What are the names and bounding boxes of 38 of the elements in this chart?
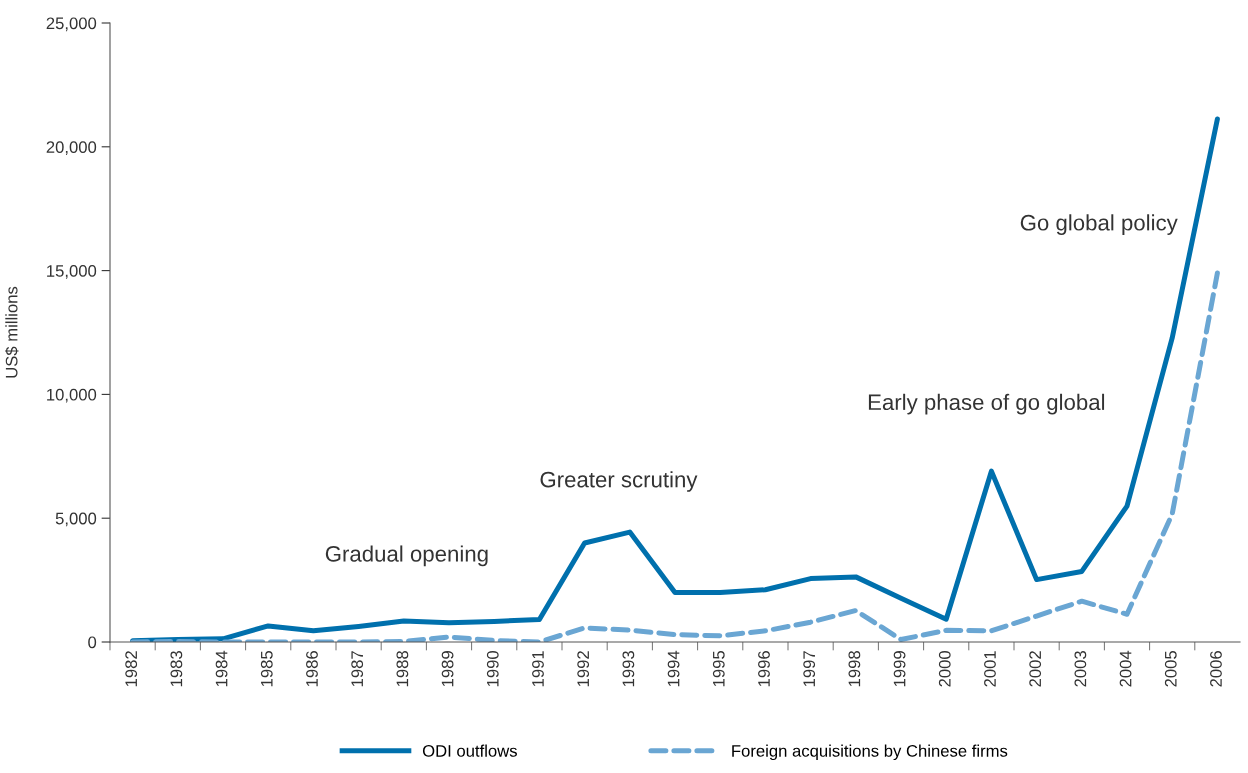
x-tick-label: 1983: [170, 651, 183, 687]
x-tick-label: 1982: [125, 651, 138, 687]
x-tick-label: 1996: [758, 651, 770, 687]
x-tick-label: 2006: [1210, 651, 1222, 687]
y-tick-label: 15,000: [47, 265, 97, 279]
x-tick-label: 1995: [712, 651, 725, 687]
x-tick-label: 2001: [984, 651, 996, 687]
legend-label: ODI outflows: [422, 744, 517, 757]
x-tick-label: 1985: [260, 651, 273, 687]
x-tick-label: 2002: [1029, 651, 1042, 687]
x-tick-label: 1997: [803, 651, 816, 687]
x-tick-label: 2004: [1119, 650, 1132, 687]
annotation: Go global policy: [1020, 214, 1178, 235]
annotation: Gradual opening: [325, 545, 488, 567]
y-tick-label: 5,000: [55, 512, 97, 527]
x-tick-label: 1991: [532, 651, 544, 687]
y-tick-label: 0: [88, 636, 97, 649]
x-tick-label: 1990: [486, 650, 499, 687]
x-tick-label: 1984: [215, 650, 228, 687]
annotation: Greater scrutiny: [540, 471, 698, 492]
y-axis-title: US$ millions: [5, 286, 19, 378]
x-tick-label: 2000: [938, 650, 951, 687]
x-tick-label: 1998: [848, 651, 861, 687]
x-tick-label: 1993: [622, 651, 635, 687]
x-tick-label: 1989: [441, 651, 454, 687]
y-tick-label: 25,000: [46, 17, 97, 32]
x-tick-label: 2005: [1164, 651, 1177, 687]
x-tick-label: 1987: [351, 651, 364, 687]
y-tick-label: 10,000: [47, 388, 97, 403]
x-tick-label: 1988: [396, 651, 409, 687]
x-tick-label: 2003: [1074, 651, 1087, 687]
legend-label: Foreign acquisitions by Chinese firms: [732, 744, 1008, 761]
y-tick-label: 20,000: [46, 141, 97, 155]
x-tick-label: 1999: [893, 651, 906, 687]
x-tick-label: 1992: [577, 651, 590, 687]
x-tick-label: 1994: [667, 650, 680, 687]
annotation: Early phase of go global: [868, 393, 1105, 415]
x-tick-label: 1986: [306, 651, 318, 687]
